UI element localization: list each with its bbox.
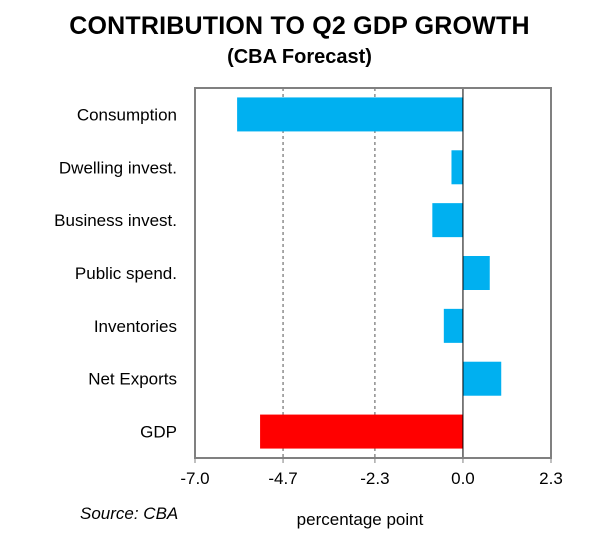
category-label: Public spend. — [75, 264, 177, 283]
x-tick-label: 0.0 — [451, 469, 475, 488]
bar — [451, 150, 463, 185]
x-tick-label: -7.0 — [180, 469, 209, 488]
category-label: Dwelling invest. — [59, 158, 177, 177]
x-tick-label: 2.3 — [539, 469, 563, 488]
category-label: Consumption — [77, 105, 177, 124]
bar — [432, 203, 463, 238]
x-tick-label: -2.3 — [360, 469, 389, 488]
category-label: Inventories — [94, 317, 177, 336]
x-tick-label: -4.7 — [268, 469, 297, 488]
chart-title: CONTRIBUTION TO Q2 GDP GROWTH — [69, 12, 530, 40]
bar — [237, 97, 463, 132]
category-label: Business invest. — [54, 211, 177, 230]
bar — [260, 414, 463, 449]
x-axis-label: percentage point — [296, 510, 424, 529]
source-note: Source: CBA — [80, 504, 179, 523]
chart-subtitle: (CBA Forecast) — [227, 46, 372, 68]
bar — [462, 361, 502, 396]
category-label: GDP — [140, 423, 177, 442]
plot-frame — [194, 87, 552, 459]
bar — [443, 308, 463, 343]
category-label: Net Exports — [88, 370, 177, 389]
bar — [462, 256, 490, 290]
